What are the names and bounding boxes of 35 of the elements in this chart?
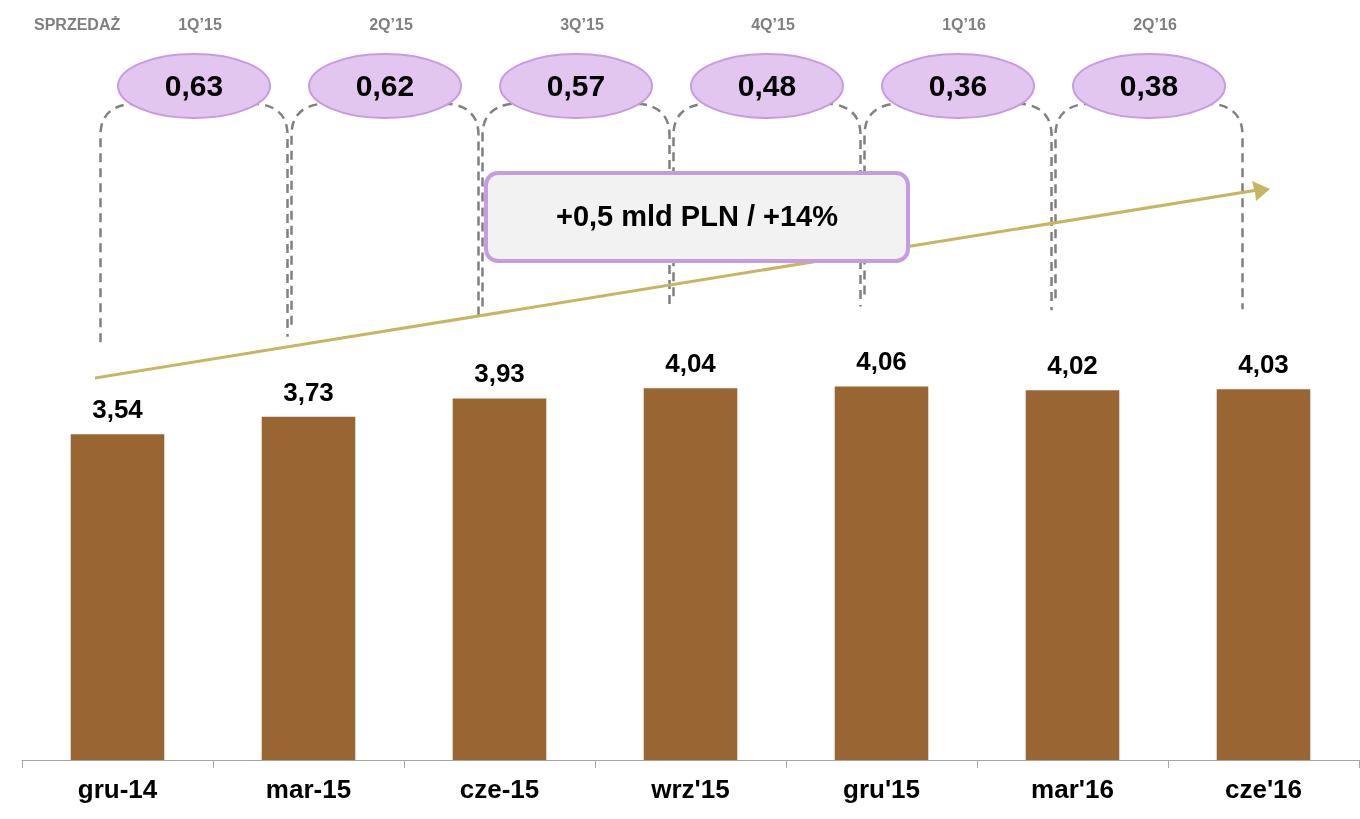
text: +0,5 mld PLN / +14% bbox=[555, 199, 839, 232]
bar bbox=[1216, 389, 1311, 760]
x-tick-label: gru-14 bbox=[77, 774, 158, 804]
text: 1Q’15 bbox=[178, 16, 222, 34]
data-label: 4,02 bbox=[1047, 350, 1098, 381]
text: 0,36 bbox=[928, 68, 988, 102]
x-tick-label: gru'15 bbox=[843, 774, 920, 804]
x-tick-label: cze-15 bbox=[459, 774, 540, 804]
bar bbox=[261, 416, 356, 760]
data-label: 3,54 bbox=[92, 394, 144, 425]
text: 2Q’16 bbox=[1133, 16, 1177, 34]
data-label: 4,04 bbox=[665, 348, 717, 379]
data-label: 3,73 bbox=[283, 376, 334, 407]
text: 0,62 bbox=[355, 68, 415, 102]
text: SPRZEDAŻ bbox=[34, 16, 121, 34]
text: 0,63 bbox=[164, 68, 224, 102]
data-label: 4,06 bbox=[856, 346, 907, 377]
text: 3Q’15 bbox=[560, 16, 604, 34]
data-label: 4,03 bbox=[1238, 349, 1289, 380]
bar bbox=[70, 434, 165, 760]
text: 4Q’15 bbox=[751, 16, 795, 34]
x-tick-label: mar-15 bbox=[265, 774, 352, 804]
text: 1Q’16 bbox=[942, 16, 986, 34]
bar bbox=[1025, 390, 1120, 760]
text: 0,48 bbox=[737, 68, 797, 102]
data-label: 3,93 bbox=[474, 358, 525, 389]
text: 0,57 bbox=[546, 68, 606, 102]
x-tick-label: mar'16 bbox=[1031, 774, 1114, 804]
bar bbox=[834, 386, 929, 760]
x-tick-label: cze'16 bbox=[1224, 774, 1303, 804]
text: 0,38 bbox=[1119, 68, 1179, 102]
x-tick-label: wrz'15 bbox=[650, 774, 730, 804]
text: 2Q’15 bbox=[369, 16, 413, 34]
bar bbox=[452, 398, 547, 760]
bar bbox=[643, 388, 738, 760]
